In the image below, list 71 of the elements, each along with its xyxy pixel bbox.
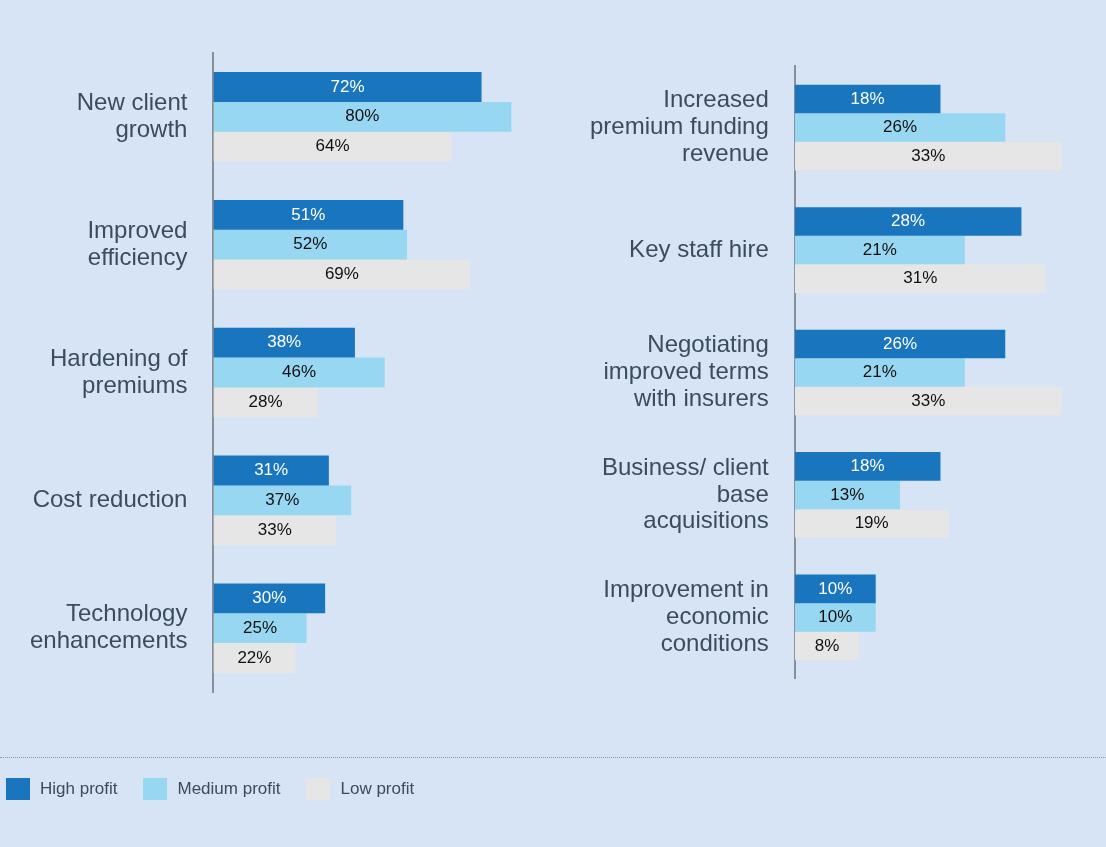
y-tick-label: Business/ client base acquisitions	[602, 452, 770, 534]
bar	[794, 603, 876, 632]
data-label: 26%	[882, 117, 918, 137]
bar	[213, 72, 482, 102]
bar	[794, 452, 941, 481]
data-label: 72%	[330, 76, 365, 96]
bar	[794, 480, 901, 510]
bar	[794, 235, 965, 265]
data-label: 52%	[293, 234, 328, 254]
bar	[794, 509, 949, 538]
data-label: 33%	[911, 390, 946, 410]
bar	[794, 358, 965, 387]
bar	[213, 229, 408, 260]
data-label: 10%	[818, 578, 853, 598]
data-label: 25%	[242, 617, 277, 637]
data-label: 26%	[882, 333, 918, 353]
data-label: 80%	[345, 106, 380, 126]
bar	[213, 131, 452, 162]
bar	[213, 485, 352, 516]
data-label: 22%	[237, 647, 272, 667]
legend-label: Low profit	[340, 779, 415, 799]
data-label: 38%	[267, 332, 302, 352]
data-label: 8%	[814, 635, 840, 655]
bar	[794, 329, 1006, 359]
y-tick-label: New client growth	[76, 87, 188, 142]
data-label: 28%	[891, 211, 926, 231]
y-tick-label: Technology enhancements	[29, 599, 188, 654]
data-label: 19%	[854, 513, 889, 533]
data-label: 31%	[903, 268, 938, 288]
bar	[213, 101, 512, 132]
bar	[794, 84, 941, 114]
legend-label: Medium profit	[177, 779, 281, 799]
legend-label: High profit	[40, 779, 118, 799]
data-label: 46%	[282, 362, 317, 382]
data-label: 64%	[315, 136, 350, 156]
bar	[213, 583, 326, 614]
y-tick-label: Hardening of premiums	[50, 343, 188, 398]
y-tick-label: Key staff hire	[629, 234, 769, 262]
bar	[213, 387, 318, 418]
data-label: 21%	[862, 239, 897, 259]
data-label: 51%	[291, 204, 326, 224]
bar	[794, 264, 1046, 293]
bar	[213, 259, 471, 290]
data-label: 13%	[830, 484, 865, 504]
data-label: 18%	[850, 456, 885, 476]
bar	[213, 455, 329, 486]
bar	[794, 141, 1062, 171]
data-label: 69%	[324, 264, 359, 284]
y-tick-label: Improved efficiency	[87, 215, 188, 270]
y-tick-label: Increased premium funding revenue	[589, 85, 769, 167]
bar	[794, 386, 1062, 416]
data-label: 28%	[248, 392, 283, 412]
bar	[213, 357, 385, 388]
data-label: 30%	[252, 588, 287, 608]
y-tick-label: Negotiating improved terms with insurers	[603, 330, 769, 412]
data-label: 18%	[850, 88, 885, 108]
y-tick-label: Cost reduction	[32, 484, 188, 512]
data-label: 31%	[254, 460, 289, 480]
bar	[794, 207, 1022, 236]
y-tick-label: Improvement in economic conditions	[603, 575, 769, 656]
bar	[213, 515, 337, 546]
bar	[213, 327, 355, 358]
bar	[213, 199, 404, 230]
bar	[213, 613, 307, 644]
bar	[213, 643, 296, 673]
data-label: 21%	[862, 362, 897, 382]
data-label: 10%	[818, 607, 853, 627]
data-label: 37%	[265, 490, 300, 510]
data-label: 33%	[911, 145, 946, 165]
bar	[794, 113, 1006, 142]
data-label: 33%	[257, 519, 292, 539]
